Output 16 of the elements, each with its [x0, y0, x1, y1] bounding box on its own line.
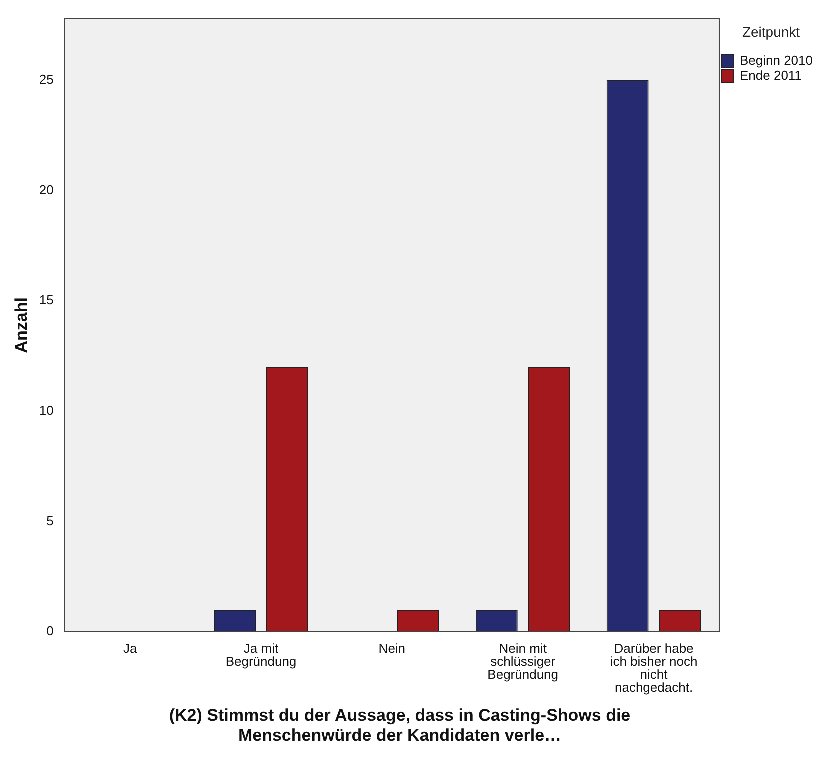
y-tick-label: 25	[39, 72, 54, 88]
legend-title: Zeitpunkt	[742, 24, 800, 40]
y-tick-label: 20	[39, 182, 54, 198]
y-tick-label: 10	[39, 403, 54, 418]
y-tick-label: 15	[39, 292, 54, 308]
x-tick-label: Nein mit schlüssiger Begründung	[488, 641, 559, 682]
y-tick-label: 5	[46, 513, 54, 528]
x-tick-label: Ja mit Begründung	[226, 641, 297, 670]
legend-label: Beginn 2010	[740, 52, 814, 68]
x-axis-title: (K2) Stimmst du der Aussage, dass in Casting-Shows die Menschenwürde der Kandidaten verle…	[168, 706, 632, 746]
x-tick-label: Nein	[378, 641, 406, 656]
legend-label: Ende 2011	[740, 68, 802, 83]
y-tick-label: 0	[46, 624, 54, 639]
y-axis-title: Anzahl	[12, 298, 31, 354]
x-tick-label: Ja	[123, 641, 138, 656]
x-tick-label: Darüber habe ich bisher noch nicht nachgedacht.	[610, 641, 698, 696]
